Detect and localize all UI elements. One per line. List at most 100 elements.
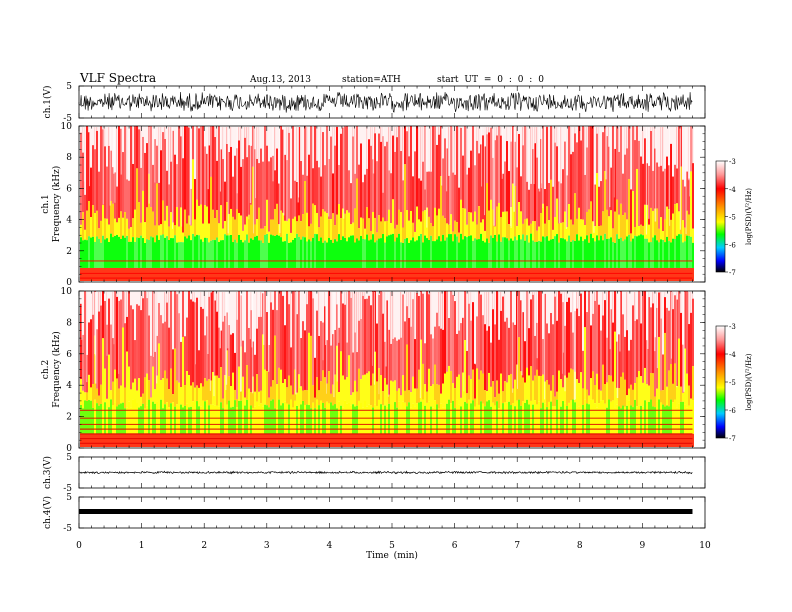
spectrogram-cell: [534, 221, 536, 243]
spectrogram-cell: [216, 311, 218, 376]
spectrogram-cell: [304, 389, 306, 405]
spectrogram-cell: [530, 433, 532, 447]
spectrogram-cell: [598, 240, 600, 268]
spectrogram-cell: [250, 204, 252, 239]
spectrogram-cell: [118, 388, 120, 405]
spectrogram-cell: [442, 433, 444, 447]
spectrogram-cell: [434, 126, 436, 208]
spectrogram-cell: [498, 126, 500, 203]
spectrogram-cell: [428, 171, 430, 217]
spectrogram-cell: [218, 433, 220, 447]
spectrogram-cell: [382, 405, 384, 434]
spectrogram-cell: [554, 142, 556, 218]
spectrogram-cell: [298, 267, 300, 281]
spectrogram-cell: [442, 267, 444, 281]
spectrogram-cell: [420, 221, 422, 235]
spectrogram-cell: [164, 127, 166, 139]
spectrogram-cell: [368, 404, 370, 434]
spectrogram-cell: [526, 433, 528, 447]
spectrogram-cell: [88, 433, 90, 447]
spectrogram-cell: [262, 242, 264, 268]
spectrogram-cell: [270, 292, 272, 303]
spectrogram-cell: [670, 143, 672, 220]
spectrogram-cell: [80, 405, 82, 434]
spectrogram-cell: [222, 292, 224, 322]
spectrogram-cell: [326, 383, 328, 402]
spectrogram-cell: [164, 370, 166, 405]
spectrogram-cell: [270, 386, 272, 401]
spectrogram-cell: [234, 389, 236, 401]
spectrogram-cell: [548, 240, 550, 268]
spectrogram-cell: [442, 383, 444, 408]
spectrogram-cell: [98, 395, 100, 406]
spectrogram-cell: [600, 267, 602, 281]
spectrogram-cell: [692, 433, 694, 447]
spectrogram-cell: [562, 387, 564, 402]
spectrogram-cell: [674, 363, 676, 400]
spectrogram-cell: [314, 397, 316, 409]
spectrogram-cell: [554, 236, 556, 268]
spectrogram-cell: [364, 400, 366, 434]
spectrogram-cell: [102, 291, 104, 339]
spectrogram-cell: [162, 433, 164, 447]
spectrogram-cell: [110, 433, 112, 447]
spectrogram-cell: [588, 242, 590, 268]
spectrogram-cell: [646, 433, 648, 447]
spectrogram-cell: [372, 433, 374, 447]
spectrogram-cell: [488, 372, 490, 401]
spectrogram-cell: [664, 292, 666, 298]
spectrogram-cell: [236, 433, 238, 447]
spectrogram-cell: [88, 127, 90, 133]
spectrogram-cell: [356, 433, 358, 447]
spectrogram-cell: [642, 163, 644, 226]
spectrogram-cell: [342, 208, 344, 237]
spectrogram-cell: [362, 182, 364, 219]
spectrogram-cell: [214, 433, 216, 447]
spectrogram-cell: [294, 216, 296, 238]
spectrogram-cell: [254, 406, 256, 434]
spectrogram-cell: [584, 267, 586, 281]
spectrogram-cell: [634, 227, 636, 236]
spectrogram-cell: [594, 292, 596, 301]
spectrogram-cell: [118, 267, 120, 281]
spectrogram-cell: [242, 267, 244, 281]
spectrogram-cell: [452, 231, 454, 242]
spectrogram-cell: [90, 400, 92, 434]
spectrogram-cell: [606, 382, 608, 408]
spectrogram-cell: [682, 179, 684, 221]
spectrogram-cell: [582, 219, 584, 241]
spectrogram-cell: [450, 234, 452, 268]
spectrogram-cell: [478, 127, 480, 154]
spectrogram-cell: [108, 145, 110, 225]
spectrogram-cell: [572, 399, 574, 434]
spectrogram-cell: [308, 239, 310, 268]
spectrogram-cell: [374, 404, 376, 434]
spectrogram-cell: [384, 221, 386, 243]
spectrogram-cell: [292, 394, 294, 408]
spectrogram-cell: [406, 267, 408, 281]
spectrogram-cell: [388, 170, 390, 210]
spectrogram-cell: [590, 378, 592, 400]
spectrogram-cell: [134, 209, 136, 242]
spectrogram-cell: [628, 433, 630, 447]
spectrogram-cell: [388, 127, 390, 171]
spectrogram-cell: [660, 318, 662, 391]
spectrogram-cell: [604, 171, 606, 234]
spectrogram-cell: [126, 179, 128, 219]
spectrogram-cell: [590, 267, 592, 281]
spectrogram-cell: [390, 223, 392, 235]
spectrogram-cell: [660, 390, 662, 403]
spectrogram-cell: [128, 433, 130, 447]
spectrogram-cell: [506, 238, 508, 268]
spectrogram-cell: [666, 267, 668, 281]
spectrogram-cell: [196, 267, 198, 281]
spectrogram-cell: [356, 178, 358, 239]
spectrogram-cell: [380, 404, 382, 434]
spectrogram-cell: [192, 301, 194, 383]
spectrogram-cell: [120, 299, 122, 386]
spectrogram-cell: [96, 433, 98, 447]
spectrogram-cell: [134, 267, 136, 281]
spectrogram-cell: [212, 371, 214, 405]
spectrogram-cell: [494, 405, 496, 434]
spectrogram-cell: [628, 179, 630, 235]
